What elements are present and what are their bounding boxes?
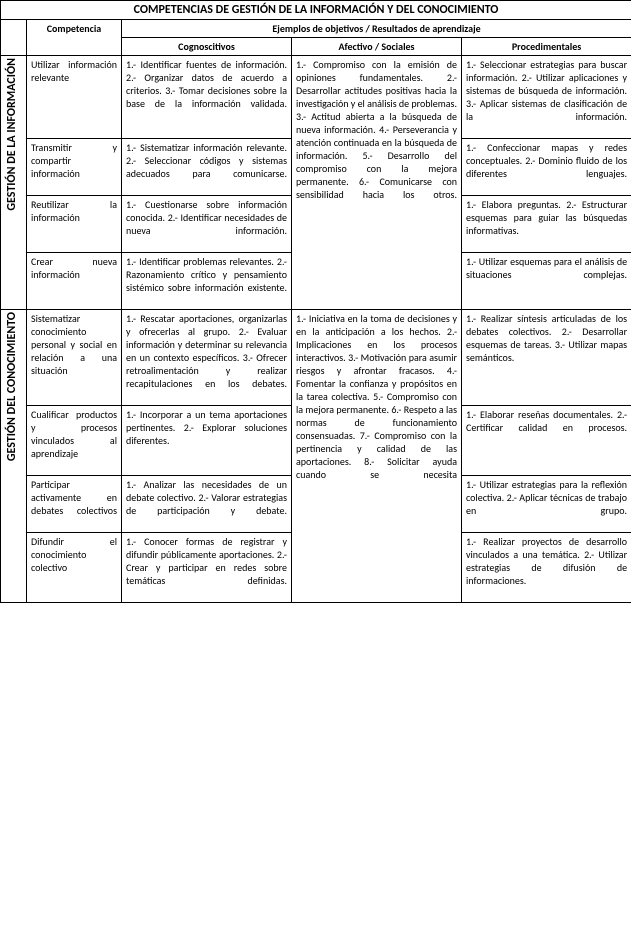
cog-cell: 1.- Identificar problemas relevantes. 2.…: [122, 253, 292, 310]
header-afectivo: Afectivo / Sociales: [292, 38, 462, 56]
header-cognoscitivos: Cognoscitivos: [122, 38, 292, 56]
header-blank: [1, 20, 27, 56]
header-procedimentales: Procedimentales: [462, 38, 631, 56]
cog-cell: 1.- Identificar fuentes de información. …: [122, 56, 292, 139]
cog-cell: 1.- Cuestionarse sobre información conoc…: [122, 196, 292, 253]
pro-cell: 1.- Realizar síntesis articuladas de los…: [462, 310, 631, 406]
comp-cell: Participar activamente en debates colect…: [27, 476, 122, 533]
cog-cell: 1.- Incorporar a un tema aportaciones pe…: [122, 406, 292, 476]
comp-cell: Transmitir y compartir información: [27, 139, 122, 196]
pro-cell: 1.- Utilizar esquemas para el análisis d…: [462, 253, 631, 310]
cog-cell: 1.- Sistematizar información relevante. …: [122, 139, 292, 196]
comp-cell: Sistematizar conocimiento personal y soc…: [27, 310, 122, 406]
pro-cell: 1.- Elaborar reseñas documentales. 2.- C…: [462, 406, 631, 476]
comp-cell: Cualificar productos y procesos vinculad…: [27, 406, 122, 476]
cog-cell: 1.- Rescatar aportaciones, organizarlas …: [122, 310, 292, 406]
section-label-2: GESTIÓN DEL CONOCIMIENTO: [1, 310, 27, 603]
pro-cell: 1.- Utilizar estrategias para la reflexi…: [462, 476, 631, 533]
cog-cell: 1.- Conocer formas de registrar y difund…: [122, 533, 292, 603]
section-label-1: GESTIÓN DE LA INFORMACIÓN: [1, 56, 27, 310]
afectivo-cell-1: 1.- Compromiso con la emisión de opinion…: [292, 56, 462, 310]
pro-cell: 1.- Confeccionar mapas y redes conceptua…: [462, 139, 631, 196]
table-title: COMPETENCIAS DE GESTIÓN DE LA INFORMACIÓ…: [1, 1, 631, 20]
competencias-table: COMPETENCIAS DE GESTIÓN DE LA INFORMACIÓ…: [0, 0, 631, 603]
pro-cell: 1.- Seleccionar estrategias para buscar …: [462, 56, 631, 139]
pro-cell: 1.- Elabora preguntas. 2.- Estructurar e…: [462, 196, 631, 253]
afectivo-cell-2: 1.- Iniciativa en la toma de decisiones …: [292, 310, 462, 603]
comp-cell: Difundir el conocimiento colectivo: [27, 533, 122, 603]
comp-cell: Reutilizar la información: [27, 196, 122, 253]
comp-cell: Utilizar información relevante: [27, 56, 122, 139]
header-competencia: Competencia: [27, 20, 122, 56]
comp-cell: Crear nueva información: [27, 253, 122, 310]
pro-cell: 1.- Realizar proyectos de desarrollo vin…: [462, 533, 631, 603]
cog-cell: 1.- Analizar las necesidades de un debat…: [122, 476, 292, 533]
header-ejemplos: Ejemplos de objetivos / Resultados de ap…: [122, 20, 631, 38]
